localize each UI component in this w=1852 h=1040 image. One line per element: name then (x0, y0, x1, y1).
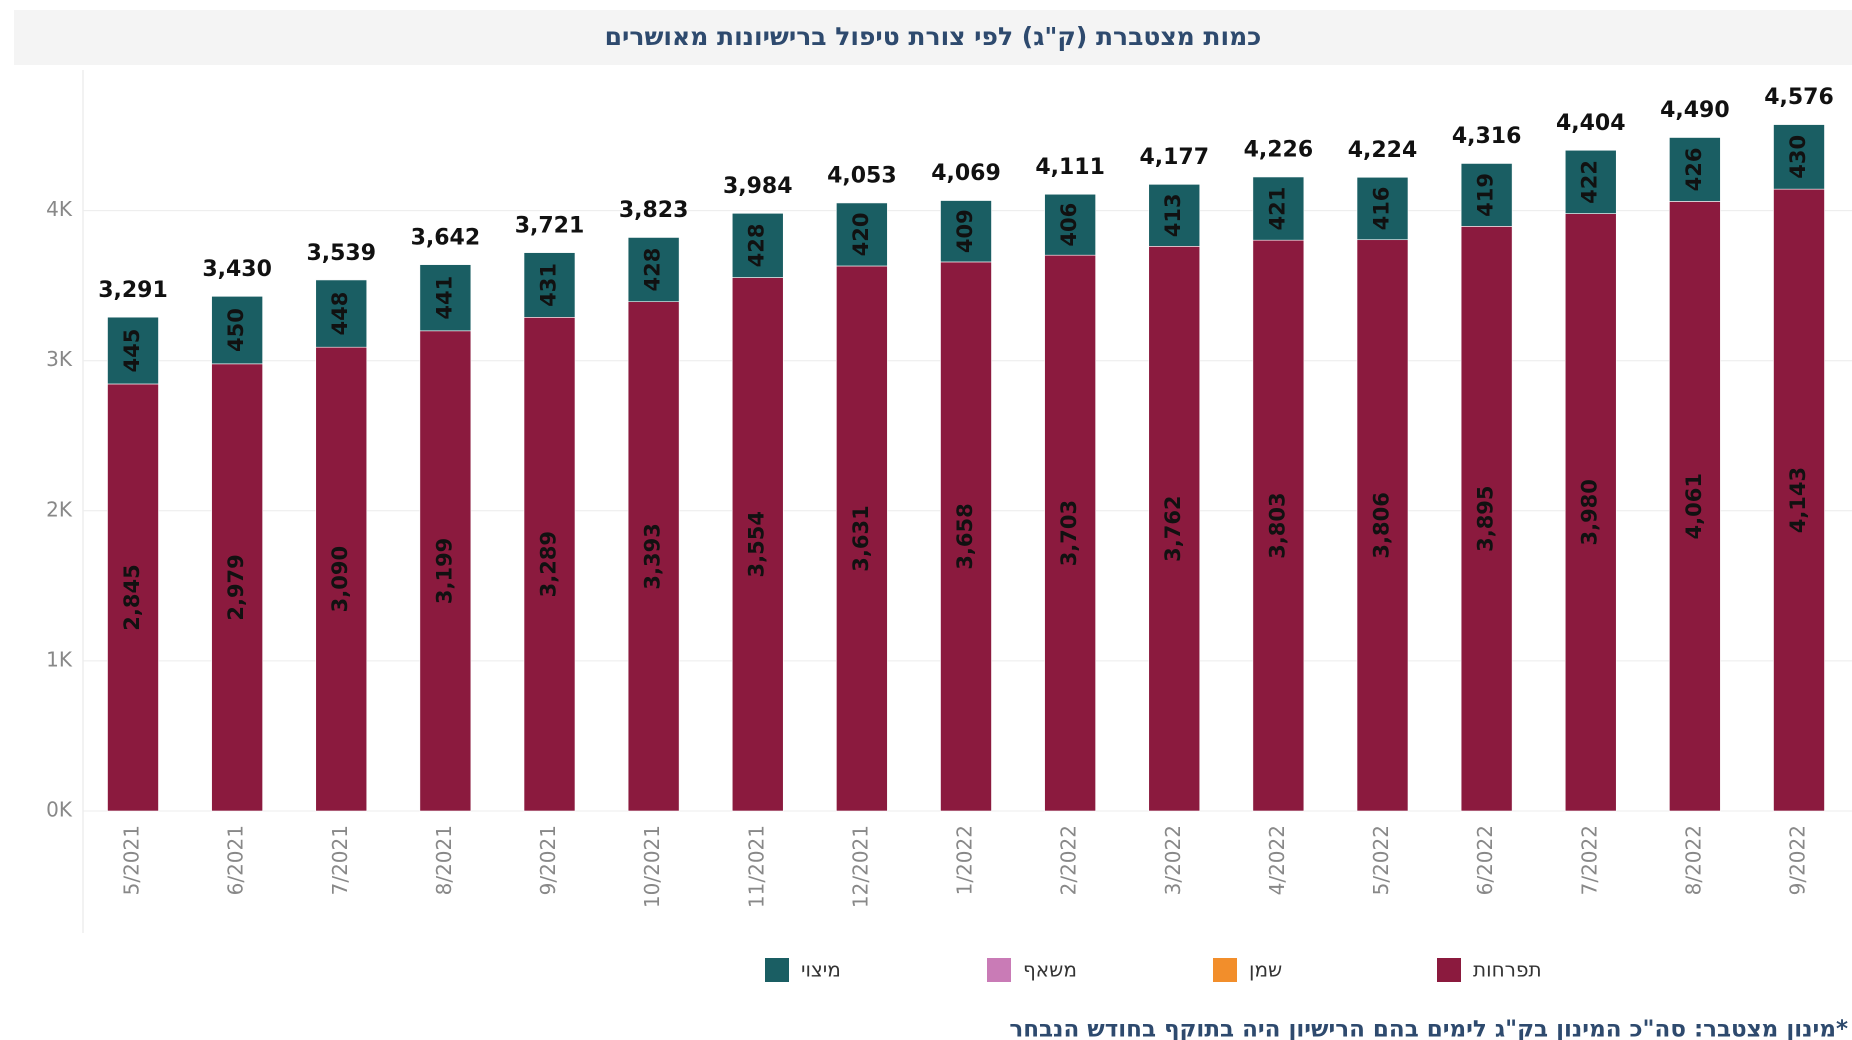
x-tick-label: 4/2022 (1265, 825, 1289, 895)
segment-label: 441 (432, 276, 456, 320)
total-label: 4,316 (1452, 124, 1522, 149)
y-tick-label: 2K (46, 497, 73, 521)
footnote: *מינון מצטבר: סה"כ המינון בק"ג לימים בהם… (1009, 1017, 1848, 1040)
y-tick-label: 0K (46, 798, 73, 822)
x-tick-label: 9/2021 (536, 825, 560, 895)
legend-label: משאף (1023, 958, 1077, 982)
y-tick-label: 3K (46, 347, 73, 371)
legend-swatch (765, 958, 789, 982)
y-tick-label: 1K (46, 647, 73, 671)
total-label: 4,490 (1660, 98, 1730, 123)
x-tick-label: 5/2021 (120, 825, 144, 895)
legend-label: תפרחות (1473, 958, 1542, 982)
segment-label: 2,845 (120, 564, 144, 630)
segment-label: 2,979 (224, 554, 248, 620)
x-tick-label: 6/2022 (1473, 825, 1497, 895)
segment-label: 450 (224, 308, 248, 352)
total-label: 3,291 (98, 278, 168, 303)
total-label: 3,721 (515, 213, 585, 238)
segment-label: 428 (641, 248, 665, 292)
chart: כמות מצטברת (ק"ג) לפי צורת טיפול ברישיונ… (0, 0, 1852, 1040)
segment-label: 4,061 (1682, 473, 1706, 539)
x-tick-label: 10/2021 (640, 825, 664, 908)
segment-label: 422 (1578, 160, 1602, 204)
y-tick-label: 4K (46, 197, 73, 221)
x-tick-label: 5/2022 (1369, 825, 1393, 895)
legend-label: מיצוי (801, 958, 841, 982)
x-tick-label: 6/2021 (224, 825, 248, 895)
x-tick-label: 11/2021 (744, 825, 768, 908)
total-label: 3,823 (619, 198, 689, 223)
chart-title: כמות מצטברת (ק"ג) לפי צורת טיפול ברישיונ… (605, 22, 1262, 51)
total-label: 3,539 (306, 241, 376, 266)
x-tick-label: 9/2022 (1786, 825, 1810, 895)
legend-label: שמן (1249, 958, 1282, 982)
total-label: 4,111 (1035, 155, 1105, 180)
segment-label: 426 (1682, 148, 1706, 192)
total-label: 4,069 (931, 161, 1001, 186)
segment-label: 3,762 (1161, 495, 1185, 561)
segment-label: 3,090 (328, 546, 352, 612)
segment-label: 448 (328, 292, 352, 336)
x-tick-label: 8/2022 (1681, 825, 1705, 895)
total-label: 3,642 (411, 225, 481, 250)
segment-label: 3,980 (1578, 479, 1602, 545)
total-label: 4,404 (1556, 111, 1626, 136)
segment-label: 4,143 (1786, 467, 1810, 533)
x-tick-label: 3/2022 (1161, 825, 1185, 895)
x-tick-label: 12/2021 (848, 825, 872, 908)
total-label: 4,224 (1348, 138, 1418, 163)
segment-label: 3,703 (1057, 500, 1081, 566)
segment-label: 3,895 (1474, 485, 1498, 551)
segment-label: 416 (1370, 187, 1394, 231)
x-tick-label: 2/2022 (1057, 825, 1081, 895)
segment-label: 3,199 (432, 538, 456, 604)
segment-label: 413 (1161, 193, 1185, 237)
legend-swatch (1437, 958, 1461, 982)
segment-label: 430 (1786, 135, 1810, 179)
segment-label: 3,803 (1265, 492, 1289, 558)
segment-label: 3,289 (537, 531, 561, 597)
segment-label: 445 (120, 329, 144, 373)
total-label: 4,226 (1244, 138, 1314, 163)
total-label: 4,576 (1764, 85, 1834, 110)
segment-label: 419 (1474, 173, 1498, 217)
legend-swatch (987, 958, 1011, 982)
x-tick-label: 7/2022 (1577, 825, 1601, 895)
segment-label: 3,658 (953, 503, 977, 569)
segment-label: 409 (953, 209, 977, 253)
total-label: 4,177 (1139, 145, 1209, 170)
x-tick-label: 8/2021 (432, 825, 456, 895)
segment-label: 3,554 (745, 511, 769, 577)
legend-swatch (1213, 958, 1237, 982)
segment-label: 421 (1265, 187, 1289, 231)
segment-label: 3,806 (1370, 492, 1394, 558)
segment-label: 431 (537, 263, 561, 307)
total-label: 3,984 (723, 174, 793, 199)
segment-label: 428 (745, 223, 769, 267)
segment-label: 420 (849, 213, 873, 257)
segment-label: 406 (1057, 203, 1081, 247)
x-tick-label: 1/2022 (953, 825, 977, 895)
segment-label: 3,393 (641, 523, 665, 589)
total-label: 3,430 (202, 257, 272, 282)
x-tick-label: 7/2021 (328, 825, 352, 895)
total-label: 4,053 (827, 164, 897, 189)
segment-label: 3,631 (849, 505, 873, 571)
